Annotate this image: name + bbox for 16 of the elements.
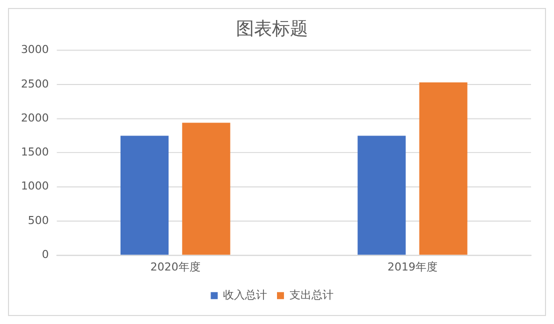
x-tick-label: 2019年度 [388,260,438,274]
y-tick-label: 3000 [20,43,49,56]
chart-title: 图表标题 [236,18,308,40]
bar [120,136,169,255]
legend-label: 支出总计 [289,288,334,302]
legend-label: 收入总计 [223,288,268,302]
y-tick-label: 500 [28,214,49,227]
x-tick-label: 2020年度 [150,260,200,274]
y-tick-label: 2000 [20,111,49,124]
bar [182,122,230,255]
y-tick-label: 0 [42,248,49,262]
y-tick-label: 1000 [20,180,49,193]
bar [419,82,468,255]
bar [358,136,406,255]
y-tick-label: 2500 [20,77,49,90]
y-tick-label: 1500 [20,146,49,159]
